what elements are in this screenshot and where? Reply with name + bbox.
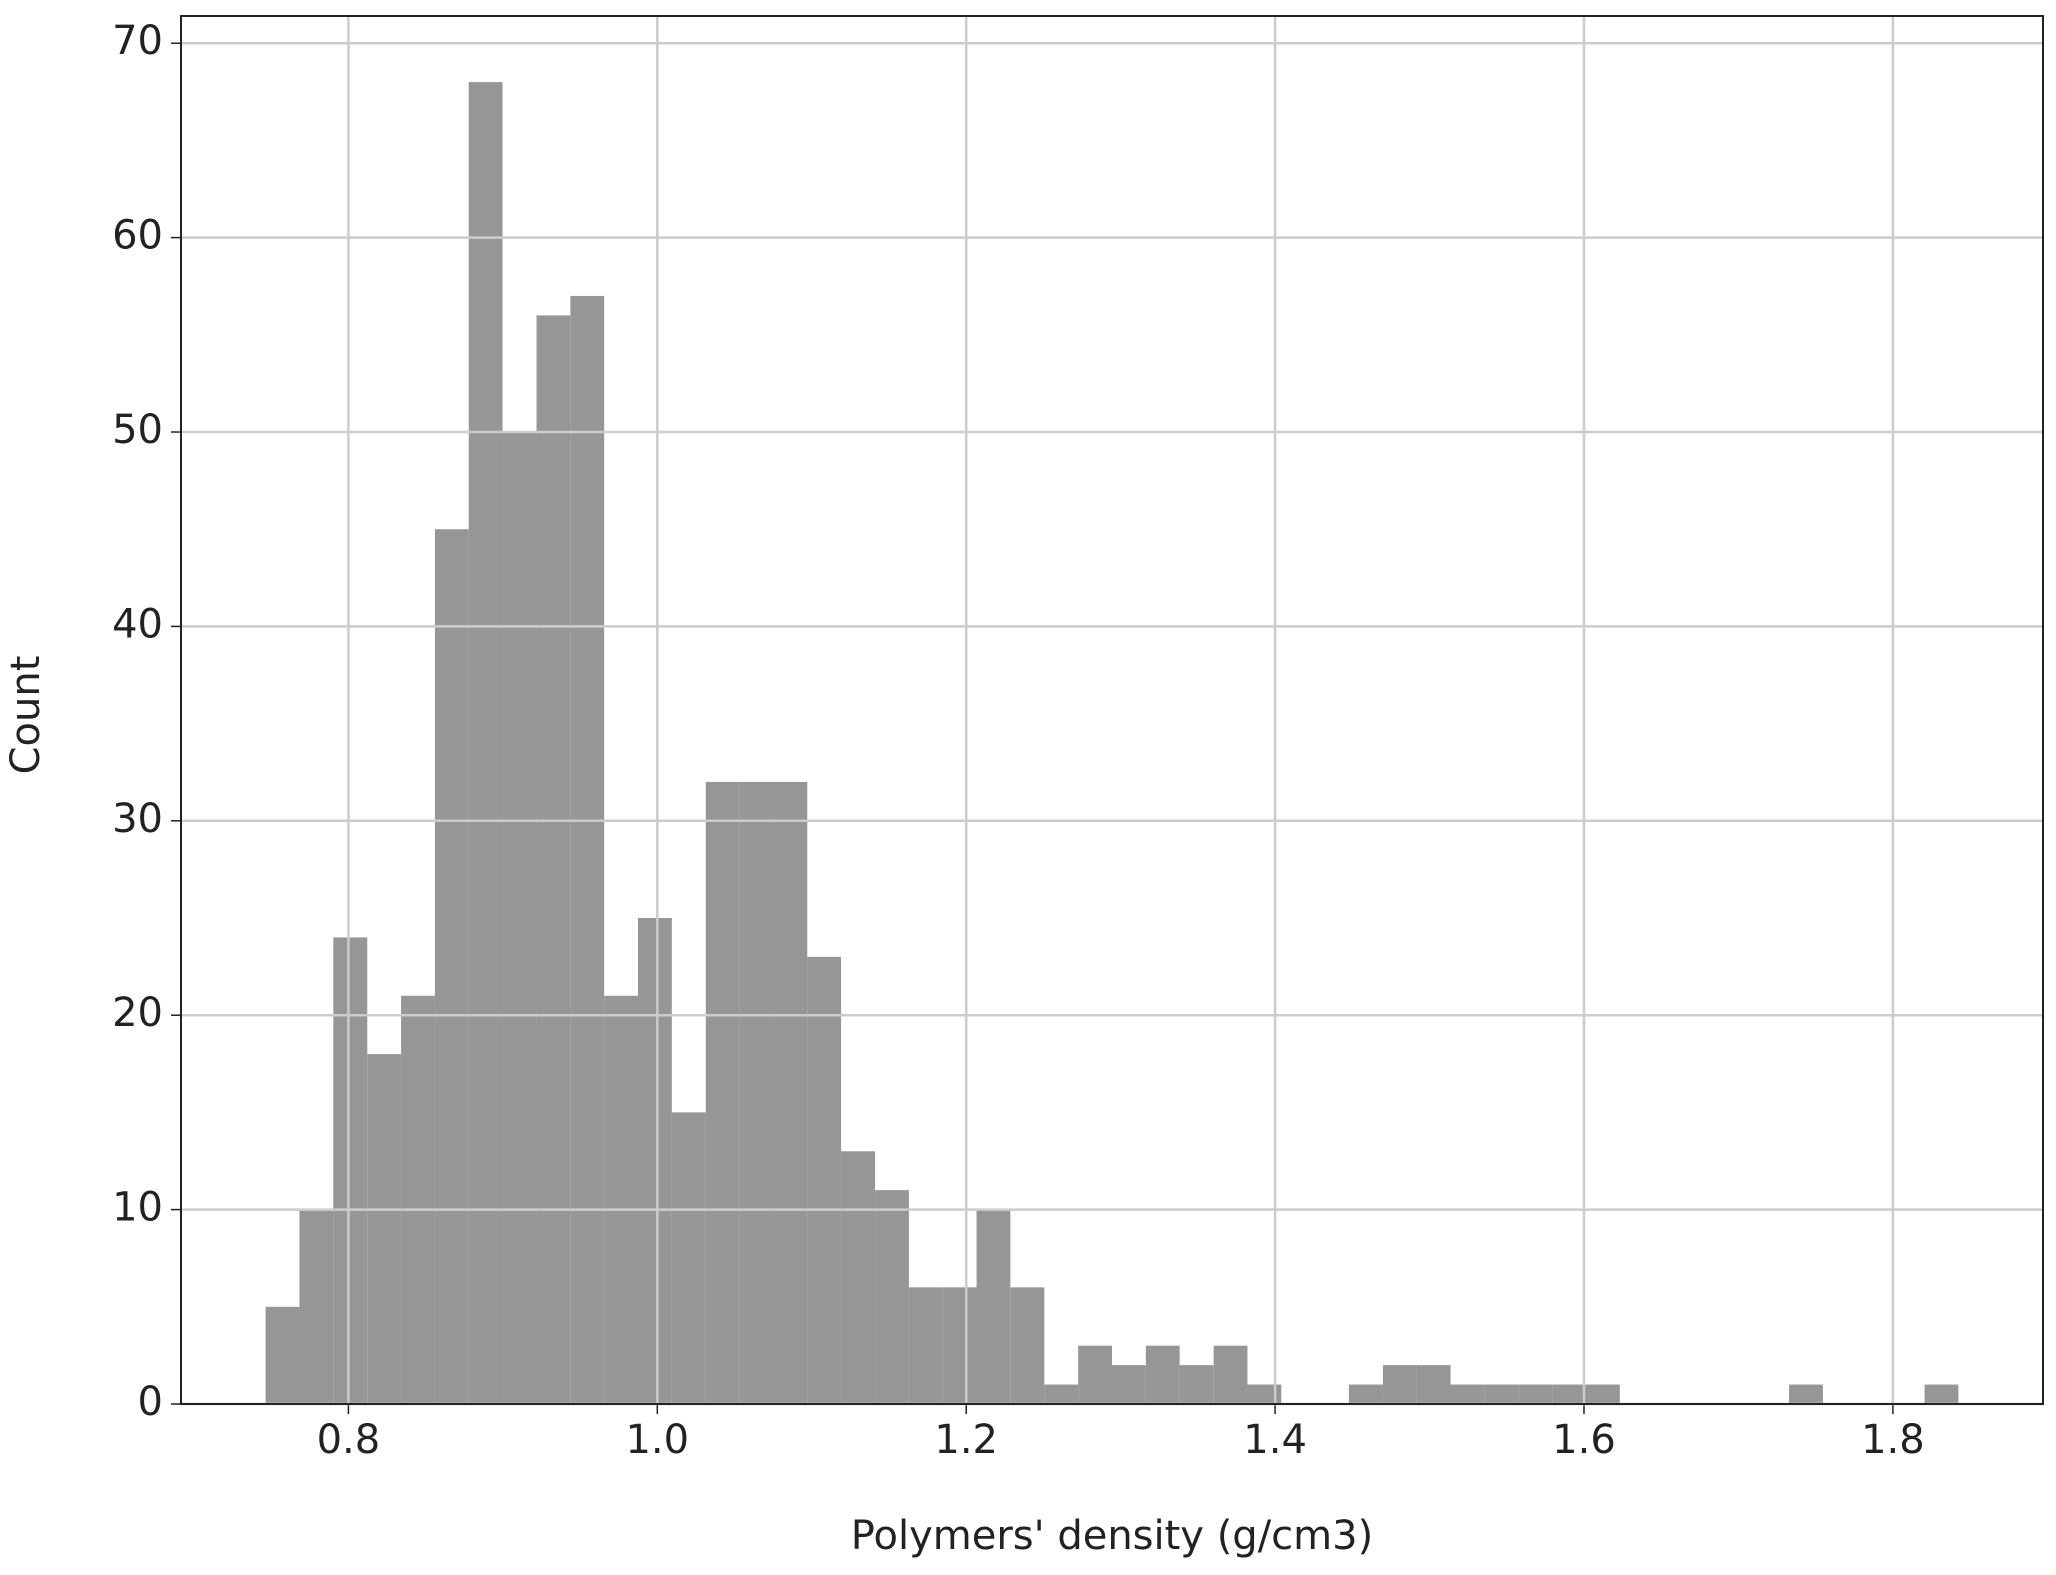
bar bbox=[875, 1190, 909, 1404]
bar bbox=[1247, 1384, 1282, 1404]
bar bbox=[1078, 1345, 1112, 1404]
y-tick-label: 0 bbox=[138, 1379, 163, 1425]
x-tick-label: 1.4 bbox=[1243, 1417, 1307, 1463]
y-tick-label: 10 bbox=[112, 1185, 163, 1231]
bar bbox=[1044, 1384, 1079, 1404]
bar bbox=[367, 1054, 402, 1404]
bar bbox=[841, 1151, 876, 1404]
x-tick-label: 1.2 bbox=[934, 1417, 998, 1463]
y-axis-label: Count bbox=[3, 656, 49, 775]
bar bbox=[1552, 1384, 1586, 1404]
bar bbox=[1450, 1384, 1485, 1404]
bar bbox=[671, 1112, 706, 1404]
bar bbox=[468, 82, 503, 1405]
x-axis-label: Polymers' density (g/cm3) bbox=[851, 1513, 1373, 1559]
x-tick-label: 1.6 bbox=[1552, 1417, 1616, 1463]
bar bbox=[705, 781, 740, 1404]
bar bbox=[1416, 1365, 1451, 1404]
bar bbox=[299, 1209, 334, 1404]
bar bbox=[434, 529, 469, 1404]
bar bbox=[1518, 1384, 1553, 1404]
plot-frame bbox=[180, 15, 2044, 1405]
bar bbox=[1924, 1384, 1959, 1404]
bar bbox=[1010, 1287, 1045, 1404]
y-tick-label: 40 bbox=[112, 601, 163, 647]
bar bbox=[536, 315, 571, 1404]
bar bbox=[570, 295, 605, 1405]
bar bbox=[638, 918, 672, 1404]
bar bbox=[942, 1287, 977, 1404]
bar bbox=[1789, 1384, 1823, 1404]
bar bbox=[1382, 1365, 1417, 1404]
y-tick-label: 30 bbox=[112, 796, 163, 842]
bar bbox=[604, 995, 639, 1404]
bar bbox=[976, 1209, 1011, 1404]
x-tick-label: 0.8 bbox=[317, 1417, 381, 1463]
bar bbox=[1348, 1384, 1383, 1404]
bar bbox=[502, 432, 537, 1404]
bar bbox=[908, 1287, 943, 1404]
bar bbox=[1585, 1384, 1620, 1404]
bar bbox=[1179, 1365, 1214, 1404]
bar bbox=[1213, 1345, 1248, 1404]
bar bbox=[333, 937, 368, 1404]
bar bbox=[265, 1306, 300, 1404]
y-tick-label: 70 bbox=[112, 18, 163, 64]
x-tick-label: 1.8 bbox=[1861, 1417, 1925, 1463]
y-tick-label: 50 bbox=[112, 407, 163, 453]
bar bbox=[807, 956, 842, 1404]
bar bbox=[739, 781, 774, 1404]
bar bbox=[401, 995, 435, 1404]
bar bbox=[773, 781, 808, 1404]
bar bbox=[1484, 1384, 1519, 1404]
y-tick-label: 60 bbox=[112, 213, 163, 259]
y-tick-label: 20 bbox=[112, 990, 163, 1036]
bar bbox=[1145, 1345, 1180, 1404]
bar bbox=[1112, 1365, 1146, 1404]
x-tick-label: 1.0 bbox=[625, 1417, 689, 1463]
